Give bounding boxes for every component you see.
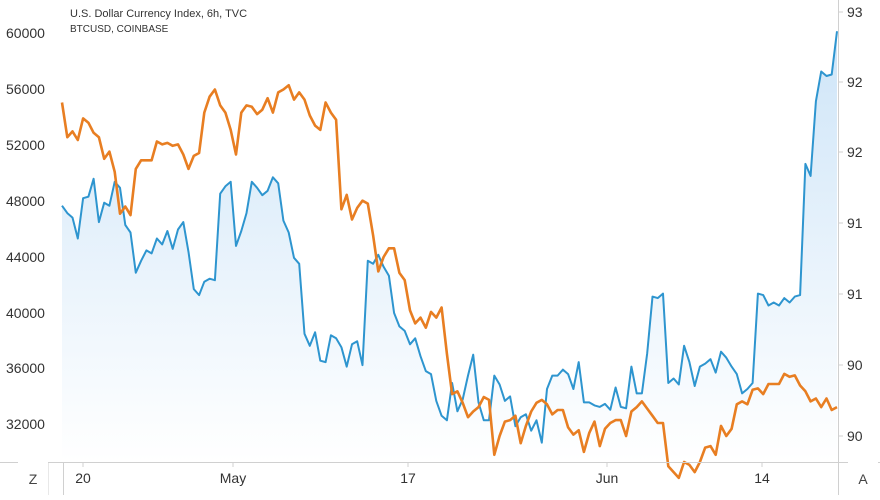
left-tick-label: 40000 (6, 305, 45, 321)
left-tick-label: 48000 (6, 193, 45, 209)
right-tick-label: 91 (847, 286, 863, 302)
x-tick-label: Jun (596, 470, 619, 486)
left-tick-label: 44000 (6, 249, 45, 265)
right-tick-label: 91 (847, 215, 863, 231)
dxy-line (60, 83, 838, 480)
auto-scale-button[interactable]: A (848, 462, 878, 495)
x-tick-label: May (220, 470, 246, 486)
btc-area (62, 31, 837, 463)
left-tick-label: 32000 (6, 416, 45, 432)
right-tick-label: 90 (847, 357, 863, 373)
left-tick-label: 36000 (6, 360, 45, 376)
x-tick-label: 14 (754, 470, 770, 486)
right-tick-label: 93 (847, 4, 863, 20)
legend-subtitle: BTCUSD, COINBASE (70, 24, 169, 35)
x-tick-label: 17 (400, 470, 416, 486)
right-tick-label: 92 (847, 144, 863, 160)
plot-area (60, 31, 838, 480)
btc-line (61, 31, 838, 444)
x-tick-label: 20 (75, 470, 91, 486)
left-tick-label: 60000 (6, 25, 45, 41)
left-tick-label: 52000 (6, 137, 45, 153)
scale-z-button[interactable]: Z (18, 462, 48, 495)
right-tick-label: 90 (847, 428, 863, 444)
left-tick-label: 56000 (6, 81, 45, 97)
legend-title: U.S. Dollar Currency Index, 6h, TVC (70, 8, 248, 20)
right-tick-label: 92 (847, 74, 863, 90)
